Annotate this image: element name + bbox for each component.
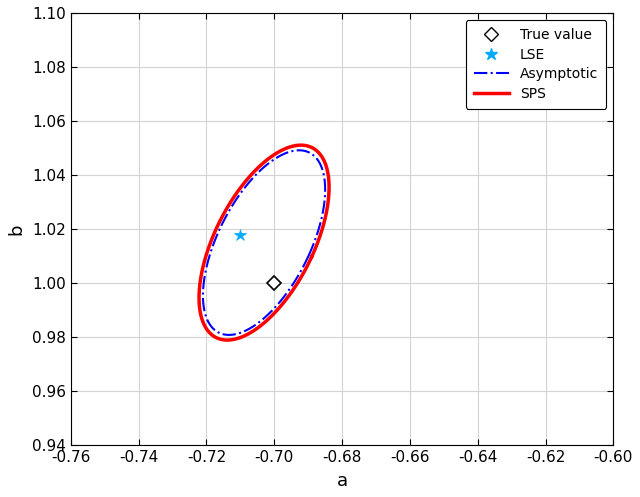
X-axis label: a: a xyxy=(337,472,348,490)
Legend: True value, LSE, Asymptotic, SPS: True value, LSE, Asymptotic, SPS xyxy=(466,20,607,109)
Y-axis label: b: b xyxy=(7,223,25,235)
